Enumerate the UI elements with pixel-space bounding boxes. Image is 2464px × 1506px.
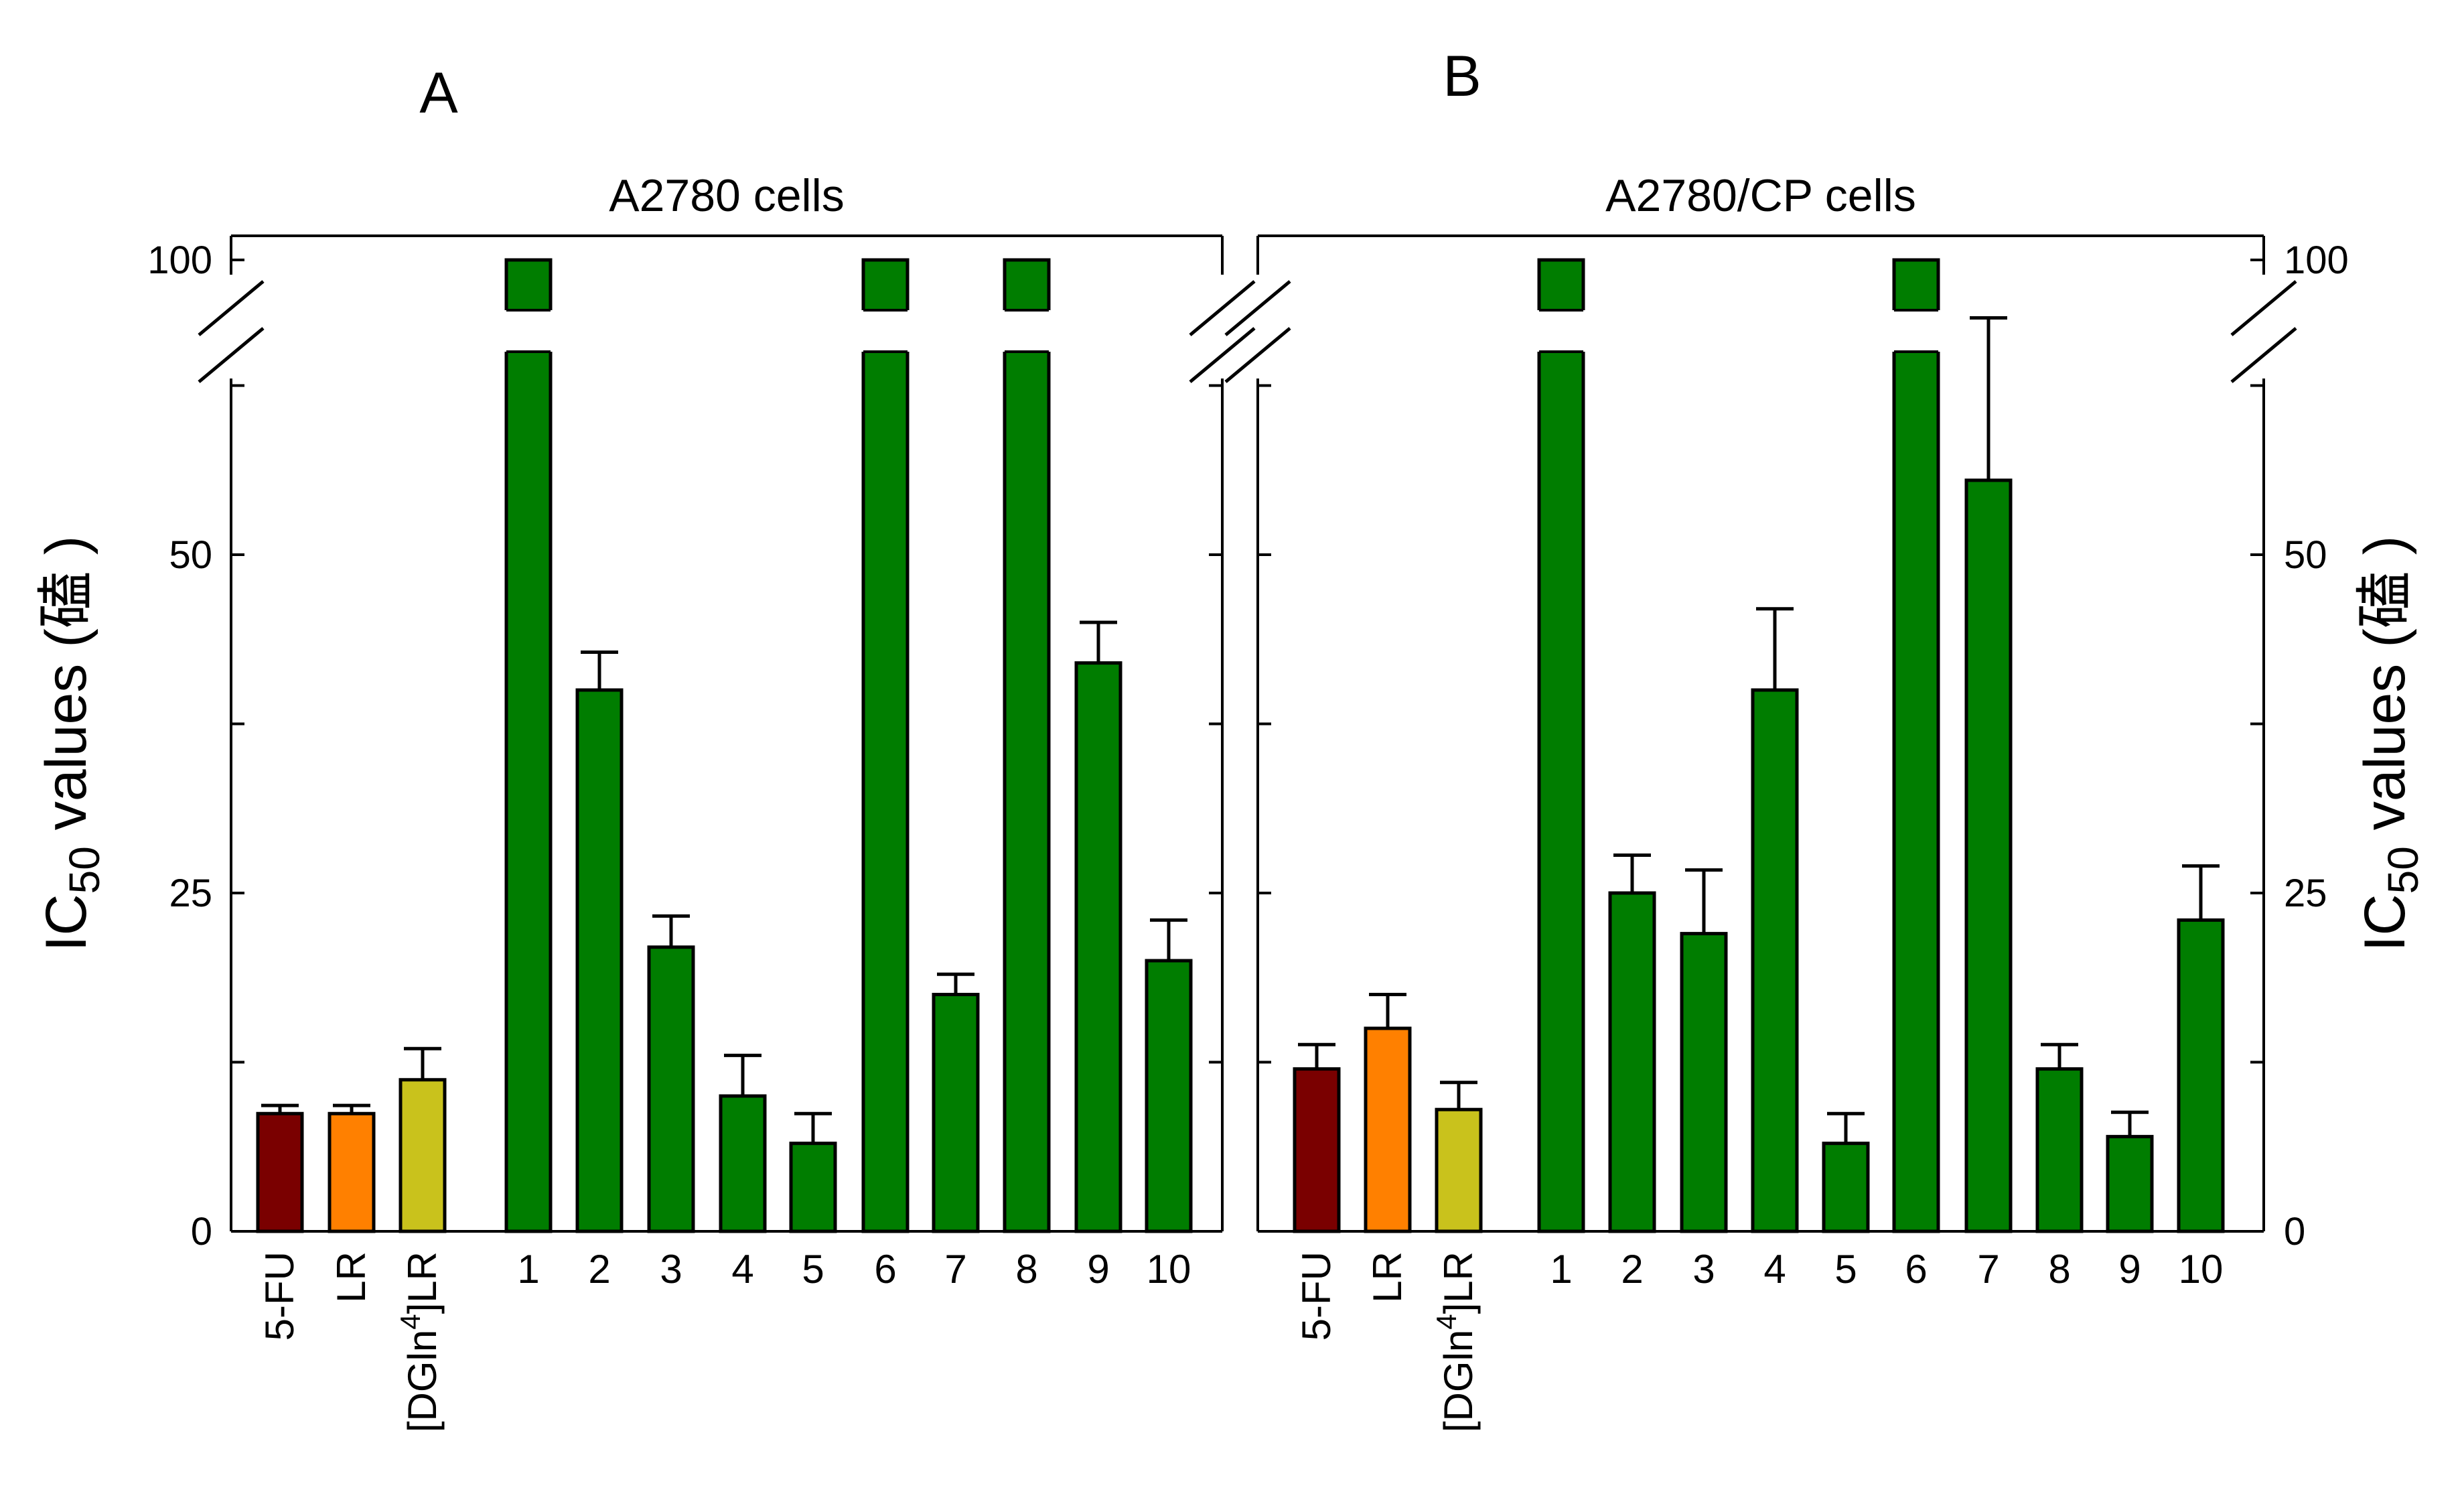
bar-2 <box>575 688 624 1233</box>
y-tick-label: 50 <box>169 533 212 577</box>
x-tick-label-part: [DGln <box>400 1330 445 1432</box>
x-tick-label: 10 <box>2179 1247 2224 1292</box>
y-tick-label: 0 <box>191 1210 212 1253</box>
y-axis-label-unit: 磕 <box>2353 571 2417 628</box>
panel-letter: A <box>419 61 458 125</box>
bar-[DGln4]LR <box>398 1078 447 1233</box>
y-axis-label: IC50 values (磕 ) <box>2353 536 2427 952</box>
bar-break-gap <box>1890 310 1942 352</box>
x-tick-label: 7 <box>1977 1247 1999 1292</box>
x-tick-label: 7 <box>944 1247 966 1292</box>
x-tick-label: 5-FU <box>1294 1251 1339 1341</box>
bar-9 <box>1074 661 1122 1233</box>
bar-break-gap <box>1001 310 1053 352</box>
bar-LR <box>1364 1026 1412 1233</box>
y-axis-label-main: IC <box>2353 894 2417 951</box>
x-tick-label: 4 <box>731 1247 753 1292</box>
x-tick-label: 8 <box>2048 1247 2070 1292</box>
bar-break-gap <box>859 310 912 352</box>
x-tick-label: 9 <box>1087 1247 1109 1292</box>
x-tick-label: 8 <box>1015 1247 1037 1292</box>
bar-5 <box>1822 1142 1870 1233</box>
y-tick-label: 0 <box>2284 1210 2305 1253</box>
x-tick-label: 6 <box>874 1247 896 1292</box>
y-axis-label-sub: 50 <box>60 846 108 894</box>
x-tick-label: 1 <box>517 1247 539 1292</box>
bar-5-FU <box>1293 1067 1341 1233</box>
y-axis-label-rest: values ( <box>34 628 98 846</box>
x-tick-label-part: ]LR <box>400 1251 445 1314</box>
axis-break-mark <box>1224 280 1291 336</box>
bar-6 <box>861 258 910 1233</box>
y-tick-label: 25 <box>169 872 212 915</box>
x-tick-label: [DGln4]LR <box>394 1251 445 1432</box>
x-tick-label: 2 <box>588 1247 610 1292</box>
bar-break-gap <box>1535 310 1587 352</box>
bar-5-FU <box>256 1111 304 1233</box>
bar-6 <box>1892 258 1940 1233</box>
bar-7 <box>932 993 980 1233</box>
axis-break-mark <box>198 327 265 383</box>
y-axis-label-unit: 磕 <box>34 571 98 628</box>
bar-9 <box>2106 1135 2154 1233</box>
y-tick-label: 100 <box>2284 238 2349 282</box>
bar-7 <box>1964 478 2013 1233</box>
x-tick-label: [DGln4]LR <box>1431 1251 1481 1432</box>
y-tick-label: 25 <box>2284 872 2327 915</box>
bar-4 <box>1751 688 1799 1233</box>
panel-title: A2780/CP cells <box>1605 170 1916 221</box>
x-tick-label: 5 <box>1834 1247 1857 1292</box>
y-axis-label: IC50 values (磕 ) <box>34 536 108 952</box>
axis-break-mark <box>1189 280 1256 336</box>
x-tick-label: 4 <box>1763 1247 1786 1292</box>
bar-3 <box>1680 932 1728 1233</box>
axis-break-mark <box>1224 327 1291 383</box>
x-tick-label: LR <box>1365 1251 1410 1303</box>
x-tick-label: 10 <box>1147 1247 1191 1292</box>
y-axis-label-main: IC <box>34 894 98 951</box>
bar-5 <box>789 1142 837 1233</box>
bar-1 <box>504 258 553 1233</box>
axis-break-mark <box>1189 327 1256 383</box>
x-tick-label: 5-FU <box>257 1251 302 1341</box>
bar-4 <box>719 1094 767 1233</box>
x-tick-label-part: [DGln <box>1436 1330 1481 1432</box>
x-tick-label: 9 <box>2118 1247 2141 1292</box>
y-tick-label: 50 <box>2284 533 2327 577</box>
x-tick-label-sup: 4 <box>1431 1314 1462 1329</box>
panel-title: A2780 cells <box>609 170 845 221</box>
x-tick-label: 5 <box>802 1247 824 1292</box>
y-tick-label: 100 <box>147 238 212 282</box>
bar-3 <box>647 945 695 1233</box>
y-axis-label-sub: 50 <box>2379 846 2427 894</box>
x-tick-label-sup: 4 <box>394 1314 426 1329</box>
x-tick-label-part: ]LR <box>1436 1251 1481 1314</box>
y-axis-label-rest: values ( <box>2353 628 2417 846</box>
axis-break-mark <box>2230 280 2297 336</box>
x-tick-label: 6 <box>1905 1247 1927 1292</box>
bar-10 <box>1145 959 1193 1233</box>
axis-break-mark <box>198 280 265 336</box>
x-tick-label: 3 <box>660 1247 682 1292</box>
x-tick-label: LR <box>329 1251 374 1303</box>
bar-[DGln4]LR <box>1435 1107 1483 1233</box>
bar-8 <box>1003 258 1051 1233</box>
bar-break-gap <box>502 310 555 352</box>
axis-break-mark <box>2230 327 2297 383</box>
x-tick-label: 3 <box>1692 1247 1715 1292</box>
y-axis-label-close: ) <box>2353 536 2417 571</box>
bar-2 <box>1608 891 1656 1233</box>
bar-1 <box>1537 258 1585 1233</box>
bar-LR <box>328 1111 376 1233</box>
bar-10 <box>2177 918 2225 1233</box>
x-tick-label: 1 <box>1550 1247 1572 1292</box>
bar-8 <box>2035 1067 2084 1233</box>
x-tick-label: 2 <box>1621 1247 1643 1292</box>
y-axis-label-close: ) <box>34 536 98 571</box>
panel-letter: B <box>1443 44 1481 109</box>
